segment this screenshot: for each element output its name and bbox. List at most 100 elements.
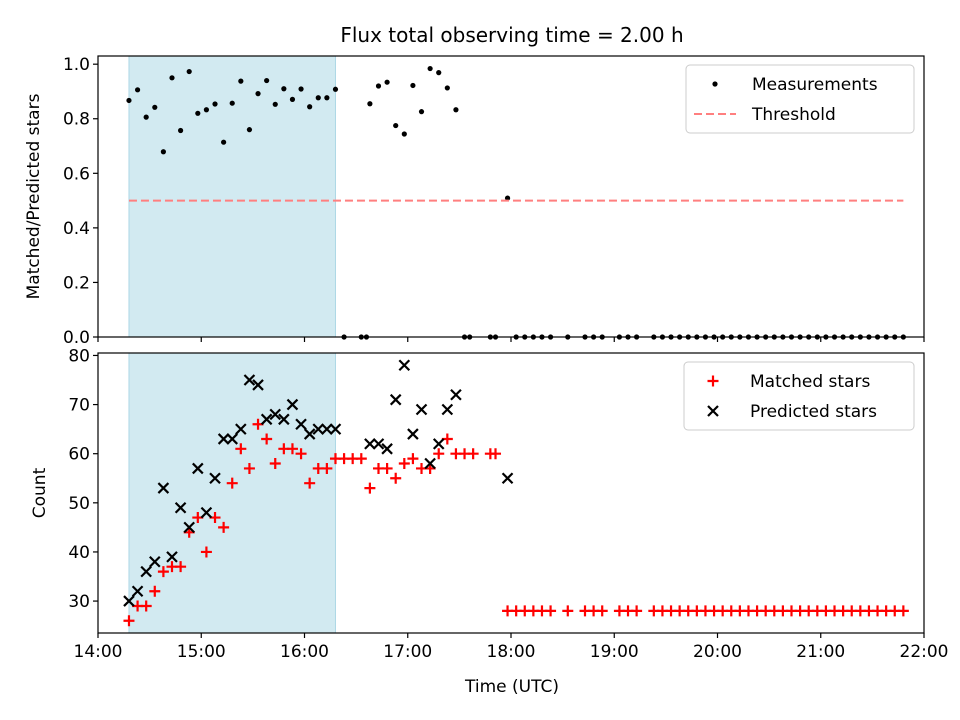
x-axis-label: Time (UTC)	[464, 677, 559, 697]
predicted-point	[389, 393, 402, 406]
predicted-point	[364, 438, 376, 450]
y-tick-label: 40	[68, 543, 90, 563]
y-tick-label: 0.6	[63, 164, 90, 184]
x-tick-label: 16:00	[280, 642, 329, 662]
predicted-point	[157, 482, 170, 494]
predicted-point	[312, 423, 325, 435]
predicted-point	[192, 462, 204, 475]
predicted-point	[131, 585, 144, 598]
legend-swatch	[707, 375, 719, 387]
legend-label: Threshold	[751, 105, 836, 125]
matched-point	[364, 482, 376, 494]
legend-box	[683, 361, 915, 431]
matched-point	[175, 561, 187, 573]
measurement-point	[195, 110, 201, 116]
legend: Matched stars Predicted stars	[683, 361, 915, 431]
measurement-point	[186, 68, 192, 75]
matched-point	[562, 605, 574, 617]
measurement-point	[126, 97, 132, 104]
matched-point	[261, 433, 273, 445]
legend: Measurements Threshold	[685, 64, 915, 134]
matched-point	[398, 458, 410, 470]
measurement-point	[384, 79, 390, 85]
predicted-point	[303, 428, 316, 440]
measurement-point	[453, 107, 459, 113]
predicted-point	[329, 423, 342, 435]
top-panel: 0.0 0.2 0.4 0.6 0.8 1.0 Matched/Predicted star…	[24, 55, 925, 348]
series-predicted-stars	[123, 359, 514, 607]
legend-swatch	[712, 81, 718, 87]
y-tick-label: 30	[68, 592, 90, 612]
measurement-point	[221, 139, 227, 145]
predicted-point	[295, 418, 307, 431]
measurement-point	[418, 109, 425, 115]
x-tick-label: 17:00	[383, 642, 432, 662]
measurement-point	[436, 70, 442, 76]
x-tick-label: 18:00	[487, 642, 536, 662]
y-tick-label: 1.0	[63, 55, 90, 75]
matched-point	[631, 605, 643, 617]
measurement-point	[229, 100, 235, 106]
predicted-point	[501, 472, 514, 485]
matched-point	[596, 605, 608, 617]
y-tick-label: 0.4	[63, 219, 90, 239]
x-tick-label: 14:00	[74, 642, 123, 662]
x-tick-label: 20:00	[693, 642, 742, 662]
measurement-point	[272, 101, 278, 107]
y-axis-label: Matched/Predicted stars	[24, 93, 44, 299]
measurement-point	[444, 85, 450, 91]
predicted-point	[166, 551, 178, 563]
matched-point	[286, 443, 298, 455]
measurement-point	[281, 86, 287, 92]
measurement-point	[410, 82, 416, 89]
y-tick-label: 60	[68, 445, 90, 465]
matched-point	[390, 472, 402, 484]
shaded-span	[128, 55, 336, 338]
matched-point	[157, 566, 169, 578]
matched-point	[218, 521, 230, 533]
predicted-point	[450, 388, 462, 401]
predicted-point	[200, 506, 213, 519]
measurement-point	[289, 96, 296, 102]
measurement-point	[134, 87, 141, 93]
measurement-point	[401, 131, 407, 137]
legend-label: Matched stars	[750, 372, 870, 392]
measurement-point	[255, 91, 261, 97]
measurement-point	[264, 77, 270, 84]
measurement-point	[504, 195, 511, 201]
predicted-point	[217, 433, 230, 445]
measurement-point	[152, 104, 158, 110]
predicted-point	[260, 413, 273, 426]
matched-point	[467, 448, 479, 460]
legend-label: Measurements	[752, 75, 878, 95]
matched-point	[295, 448, 307, 460]
predicted-point	[140, 565, 152, 578]
chart-title: Flux total observing time = 2.00 h	[340, 23, 683, 47]
x-tick-label: 21:00	[796, 642, 845, 662]
measurement-point	[315, 95, 321, 101]
measurement-point	[246, 127, 253, 133]
y-tick-label: 50	[68, 494, 90, 514]
measurement-point	[143, 114, 149, 120]
y-tick-label: 0.8	[63, 110, 90, 130]
y-tick-label: 0.2	[63, 273, 90, 293]
measurement-point	[238, 78, 244, 84]
measurement-point	[169, 75, 175, 81]
matched-point	[235, 443, 247, 455]
measurement-point	[393, 122, 399, 129]
y-tick-label: 70	[68, 396, 90, 416]
matched-point	[545, 605, 557, 617]
predicted-point	[407, 428, 419, 440]
predicted-point	[432, 438, 445, 450]
predicted-point	[209, 472, 221, 485]
predicted-point	[123, 595, 135, 607]
measurement-point	[178, 127, 184, 134]
predicted-point	[372, 438, 385, 450]
matched-point	[321, 462, 333, 474]
matched-point	[355, 453, 367, 465]
matched-point	[407, 453, 419, 465]
y-tick-label: 0.0	[63, 328, 90, 348]
predicted-point	[174, 501, 187, 514]
measurement-point	[427, 65, 433, 72]
predicted-point	[278, 413, 290, 426]
